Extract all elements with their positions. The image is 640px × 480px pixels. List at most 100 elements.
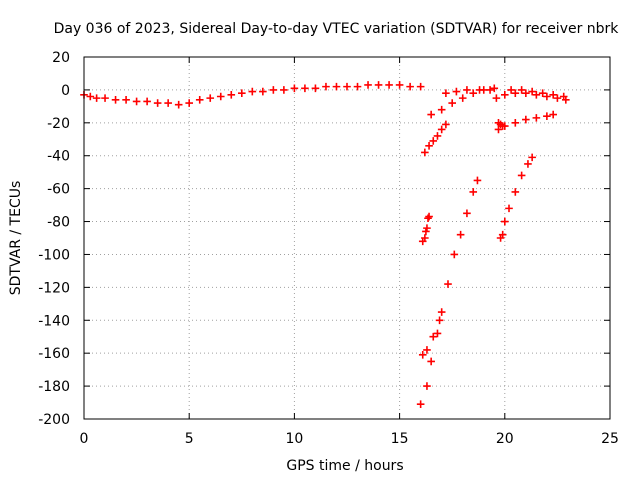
data-point xyxy=(498,230,507,239)
series-left-cluster xyxy=(418,212,433,246)
data-point xyxy=(322,82,330,91)
data-point xyxy=(132,97,141,106)
x-tick-label: 0 xyxy=(80,431,89,447)
x-tick-label: 15 xyxy=(391,431,409,447)
data-point xyxy=(423,346,431,354)
data-point xyxy=(421,148,429,157)
y-tick-label: -200 xyxy=(38,412,70,428)
data-point xyxy=(421,234,429,242)
x-tick-label: 10 xyxy=(285,431,303,447)
data-point xyxy=(486,86,494,94)
y-tick-label: 0 xyxy=(61,83,70,99)
data-point xyxy=(227,91,236,99)
data-point xyxy=(435,316,444,325)
data-point xyxy=(469,188,478,196)
series-left-small-arc xyxy=(421,120,450,157)
series-steep-descent-upper xyxy=(418,316,444,359)
y-tick-label: -140 xyxy=(38,313,70,329)
plot-frame xyxy=(83,56,611,420)
data-point xyxy=(429,137,438,145)
data-point xyxy=(425,212,433,221)
data-point xyxy=(559,92,568,101)
data-point xyxy=(517,86,526,94)
data-point xyxy=(343,82,351,91)
data-point xyxy=(311,84,320,93)
data-point xyxy=(494,125,503,134)
data-point xyxy=(427,110,435,119)
data-point xyxy=(433,329,442,338)
y-tick-label: -40 xyxy=(47,149,70,165)
data-point xyxy=(469,89,478,97)
data-point xyxy=(437,125,446,134)
data-point xyxy=(452,87,461,96)
data-point xyxy=(429,332,438,341)
y-tick-label: -100 xyxy=(38,247,70,263)
data-point xyxy=(501,217,509,226)
data-point xyxy=(111,95,120,104)
x-axis-label: GPS time / hours xyxy=(286,458,403,474)
data-point xyxy=(353,82,362,91)
data-point xyxy=(490,84,499,93)
axis-ticks xyxy=(83,56,611,420)
y-tick-label: -120 xyxy=(38,280,70,296)
data-point xyxy=(543,112,551,121)
data-point xyxy=(416,400,425,408)
data-point xyxy=(374,81,383,89)
data-point xyxy=(433,132,442,140)
data-point xyxy=(543,92,551,101)
data-point xyxy=(553,94,562,102)
data-point xyxy=(423,224,431,232)
data-point xyxy=(301,84,309,93)
data-point xyxy=(406,82,414,91)
data-point xyxy=(216,92,225,101)
data-point xyxy=(422,227,430,236)
grid xyxy=(84,57,610,419)
x-tick-label: 20 xyxy=(496,431,514,447)
data-point xyxy=(549,91,557,99)
data-point xyxy=(532,91,541,99)
data-point xyxy=(437,308,446,316)
data-point xyxy=(532,114,541,122)
data-point xyxy=(427,357,435,366)
data-point xyxy=(524,160,532,168)
data-point xyxy=(444,280,452,288)
data-point xyxy=(195,95,204,104)
data-point xyxy=(528,87,536,96)
x-tick-label: 25 xyxy=(601,431,619,447)
data-point xyxy=(450,250,459,259)
series-main-band xyxy=(80,81,425,109)
y-tick-label: -20 xyxy=(47,116,70,132)
y-tick-label: -80 xyxy=(47,215,70,231)
series-right-arc xyxy=(507,86,568,101)
data-point xyxy=(549,110,557,119)
data-point xyxy=(522,115,530,124)
y-tick-label: 20 xyxy=(52,50,70,66)
data-point xyxy=(269,86,278,94)
data-point xyxy=(528,153,536,162)
data-point xyxy=(416,82,425,91)
data-point xyxy=(259,87,267,96)
data-point xyxy=(437,105,446,114)
data-point xyxy=(475,86,484,94)
x-tick-labels: 0 5 10 15 20 25 xyxy=(80,431,619,447)
data-point xyxy=(522,89,530,97)
data-point xyxy=(511,188,520,196)
data-point xyxy=(423,382,431,390)
x-tick-label: 5 xyxy=(185,431,194,447)
data-point xyxy=(206,94,215,102)
data-point xyxy=(501,91,509,99)
data-point xyxy=(174,100,183,109)
data-point xyxy=(458,94,467,102)
data-point xyxy=(164,99,172,107)
data-point xyxy=(290,84,299,93)
data-point xyxy=(463,86,471,94)
data-point xyxy=(463,209,471,218)
data-point xyxy=(511,119,520,127)
data-point xyxy=(364,81,372,89)
y-tick-label: -180 xyxy=(38,379,70,395)
data-point xyxy=(238,89,246,97)
data-point xyxy=(86,92,95,101)
data-marks xyxy=(80,81,570,408)
